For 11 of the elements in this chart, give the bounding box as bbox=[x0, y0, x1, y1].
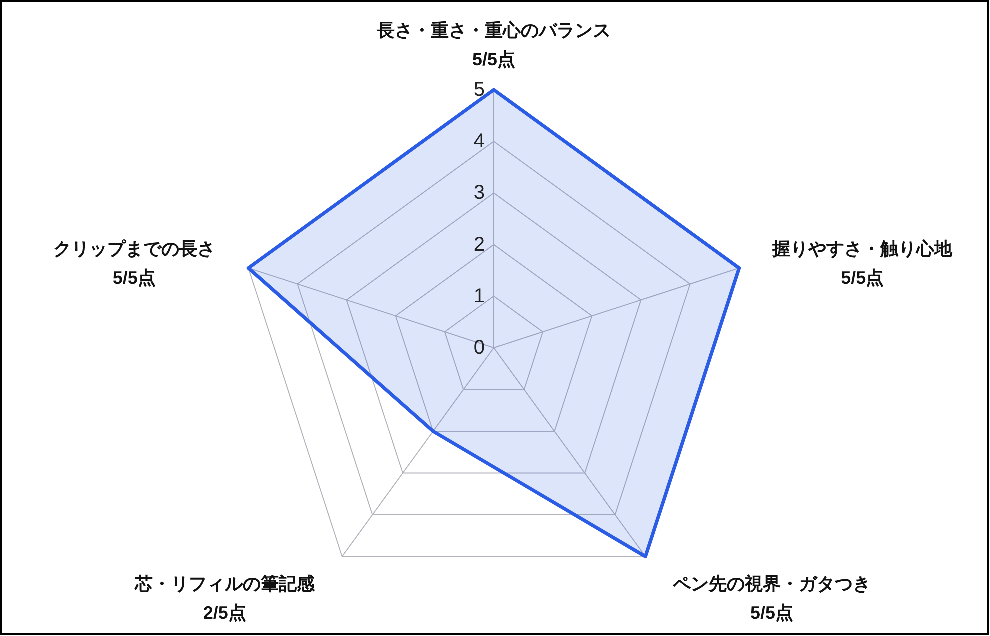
y-tick-label: 2 bbox=[474, 234, 485, 256]
spoke-label: 芯・リフィルの筆記感 2/5点 bbox=[134, 574, 316, 624]
spoke-label: 握りやすさ・触り心地 5/5点 bbox=[772, 238, 954, 288]
y-tick-label: 5 bbox=[474, 79, 485, 101]
spoke-label: ペン先の視界・ガタつき 5/5点 bbox=[672, 574, 872, 624]
y-tick-label: 0 bbox=[474, 337, 485, 359]
y-tick-label: 4 bbox=[474, 130, 485, 153]
spoke-label: クリップまでの長さ 5/5点 bbox=[53, 238, 216, 288]
y-tick-label: 1 bbox=[474, 285, 485, 308]
spoke-label: 長さ・重さ・重心のバランス 5/5点 bbox=[376, 20, 611, 70]
y-tick-label: 3 bbox=[474, 182, 485, 204]
